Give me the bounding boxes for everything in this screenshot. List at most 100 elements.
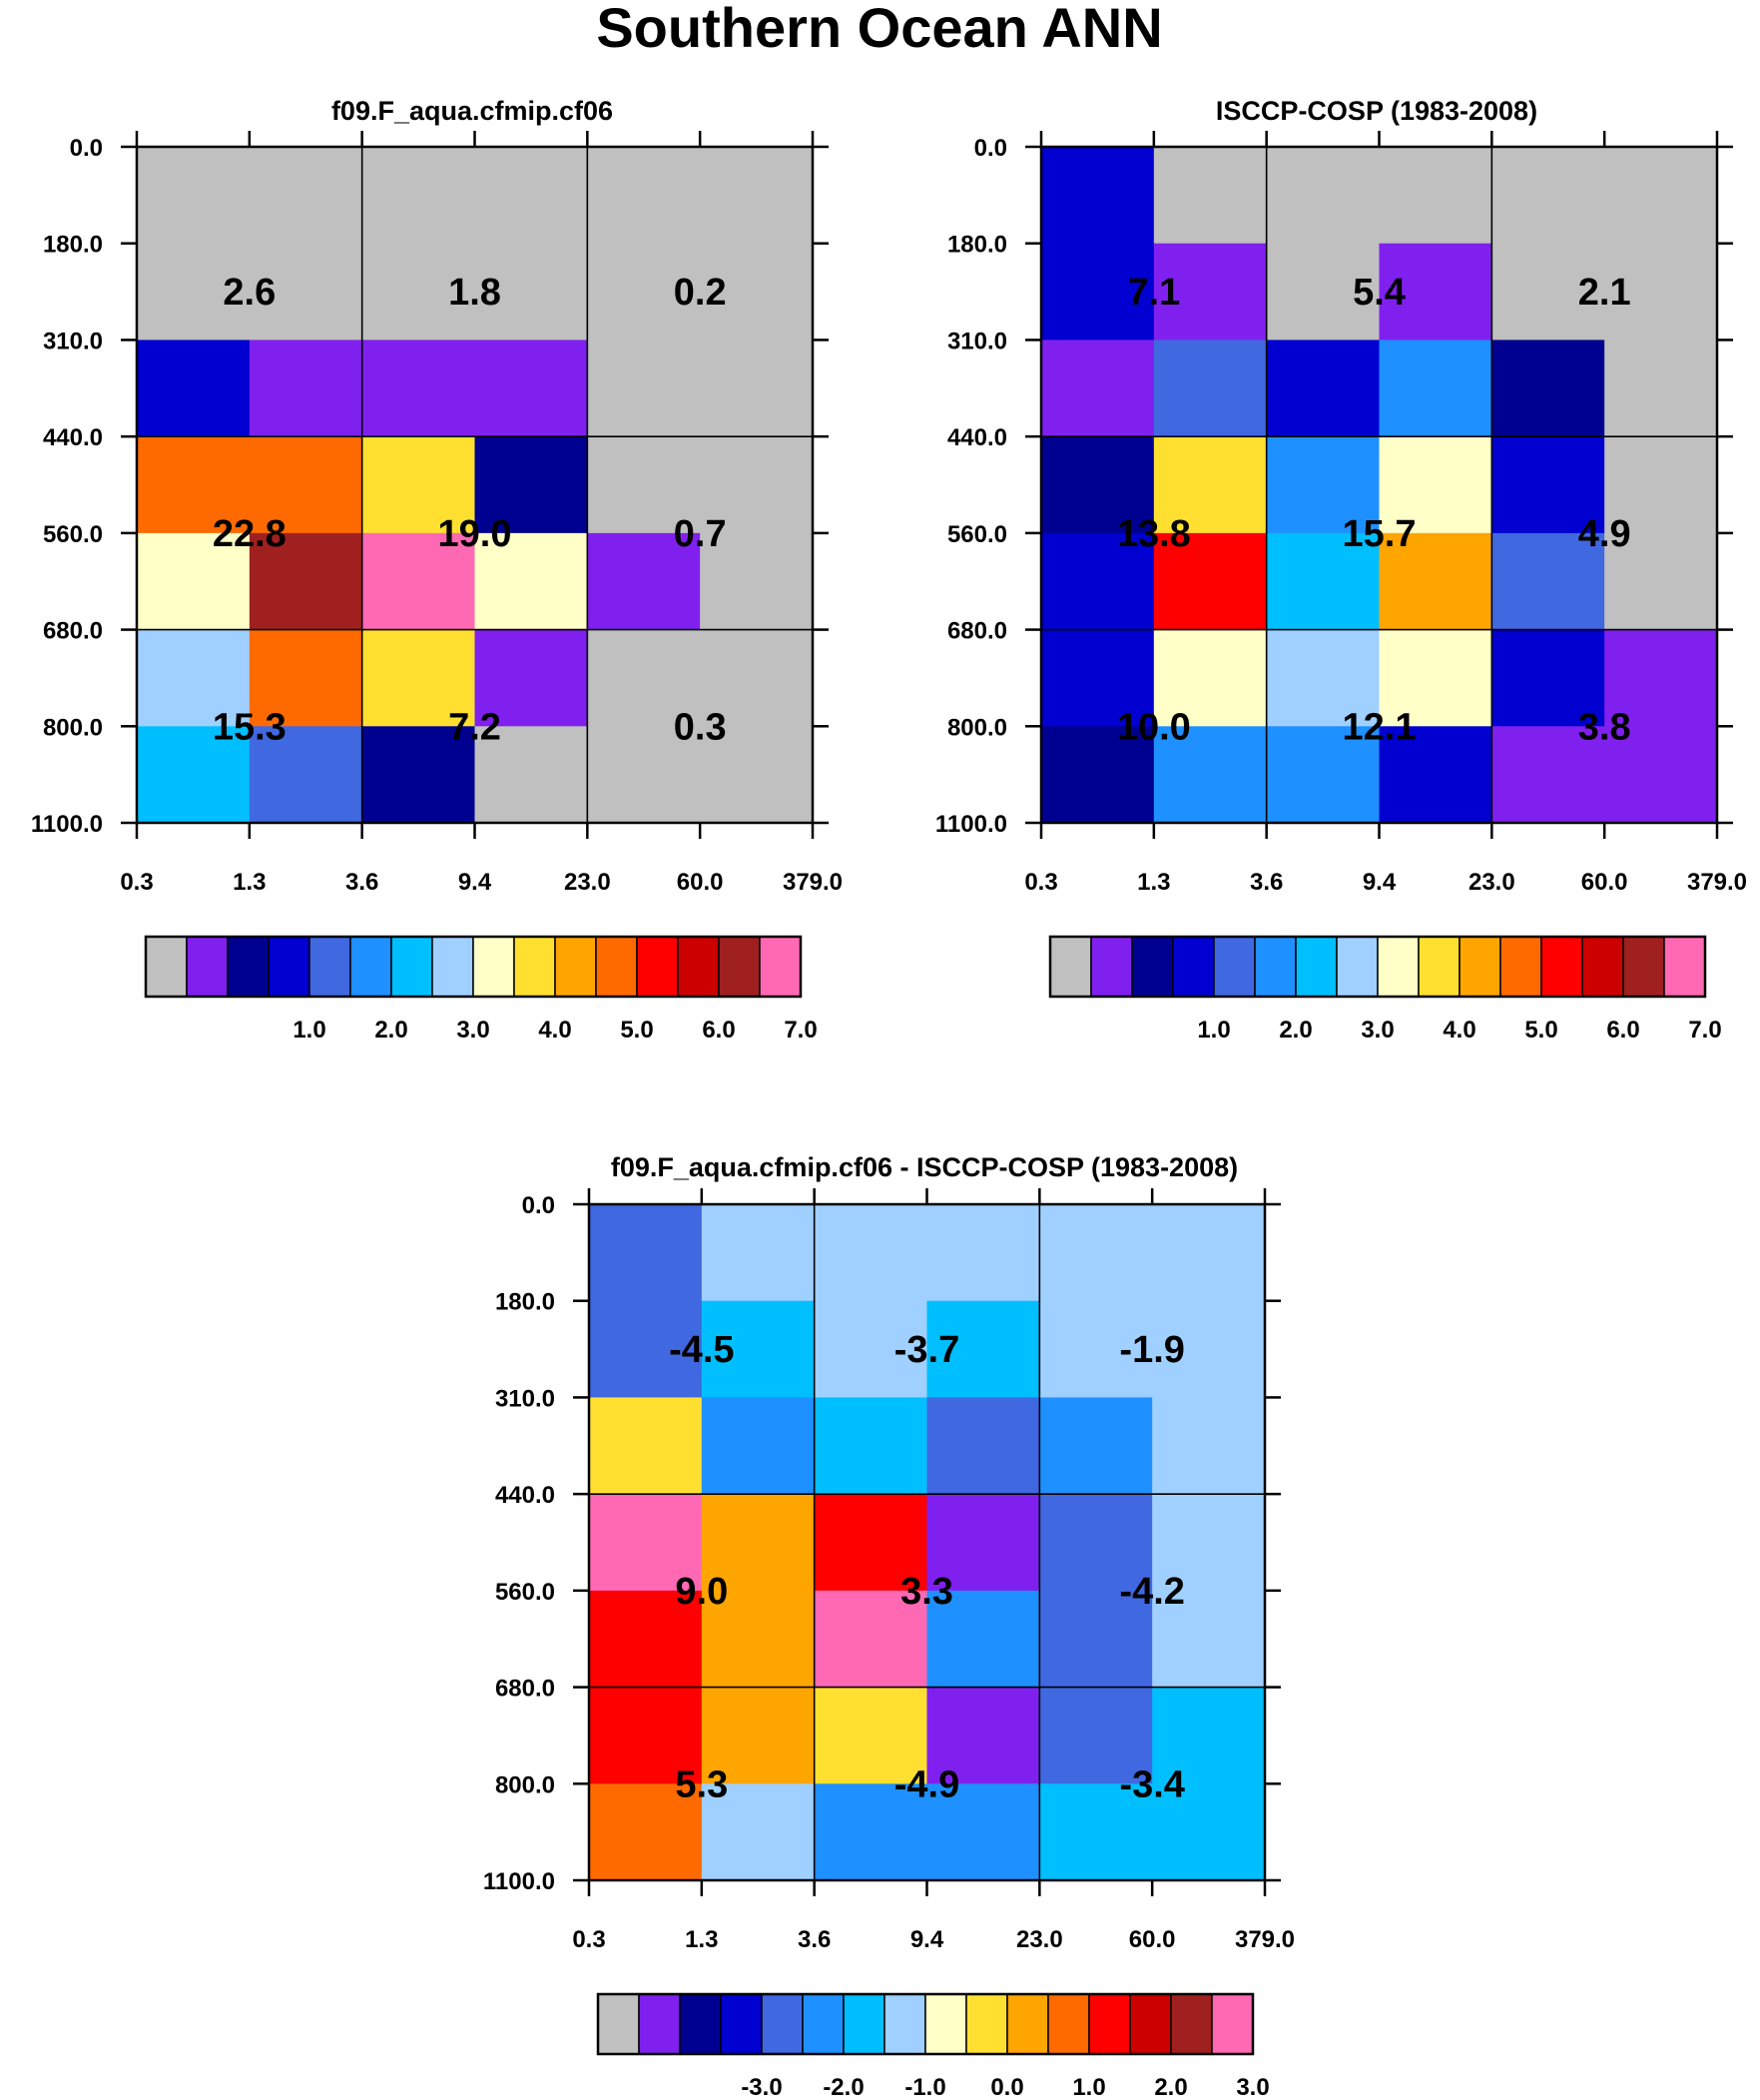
cell-model-r1-c1 [249, 243, 363, 342]
cell-diff-r4-c4 [1039, 1590, 1153, 1689]
colorbar-tick-label: 7.0 [784, 1017, 817, 1044]
cell-obs-r2-c2 [1266, 340, 1381, 437]
colorbar-tick-label: 0.0 [990, 2074, 1023, 2100]
box-value-label: -3.4 [1119, 1763, 1184, 1805]
colorbar-swatch [636, 936, 679, 998]
colorbar-swatch [883, 1993, 926, 2055]
x-tick-label: 0.3 [120, 869, 153, 896]
y-tick-label: 1100.0 [483, 1868, 555, 1895]
colorbar-tick-label: -2.0 [823, 2074, 864, 2100]
x-tick-label: 23.0 [1016, 1926, 1063, 1953]
cell-diff-r0-c3 [926, 1204, 1040, 1302]
cell-obs-r4-c4 [1491, 532, 1605, 631]
cell-diff-r4-c3 [926, 1590, 1040, 1689]
x-tick-label: 23.0 [564, 869, 611, 896]
cell-diff-r5-c2 [814, 1687, 928, 1784]
cell-model-r5-c1 [249, 629, 363, 727]
colorbar-swatch [1213, 936, 1256, 998]
colorbar-swatch [965, 1993, 1008, 2055]
cell-obs-r2-c3 [1379, 340, 1492, 437]
colorbar-swatch [1295, 936, 1338, 998]
y-tick-label: 440.0 [947, 424, 1007, 451]
cell-diff-r1-c3 [926, 1300, 1040, 1399]
colorbar-swatch [1049, 936, 1092, 998]
cell-obs-r0-c2 [1266, 147, 1381, 245]
cell-model-r3-c0 [137, 436, 251, 534]
colorbar-swatch [1088, 1993, 1131, 2055]
colorbar-tick-label: 3.0 [456, 1017, 489, 1044]
cell-model-r0-c0 [137, 147, 251, 245]
cell-diff-r6-c2 [814, 1783, 928, 1881]
colorbar-swatch [1211, 1993, 1254, 2055]
cell-model-r5-c5 [700, 629, 814, 727]
cell-model-r4-c3 [474, 532, 588, 631]
box-value-label: -3.7 [894, 1329, 959, 1371]
colorbar-swatch [1499, 936, 1542, 998]
cell-diff-r4-c1 [701, 1590, 816, 1689]
cell-obs-r6-c0 [1041, 726, 1155, 824]
colorbar-swatch [349, 936, 392, 998]
colorbar-swatch [638, 1993, 681, 2055]
cell-diff-r2-c3 [926, 1397, 1040, 1495]
cell-model-r6-c5 [700, 726, 814, 824]
colorbar-swatch [679, 1993, 722, 2055]
cell-obs-r1-c3 [1379, 243, 1492, 342]
cell-diff-r2-c2 [814, 1397, 928, 1495]
y-tick-label: 180.0 [947, 232, 1007, 259]
box-value-label: -4.9 [894, 1763, 959, 1805]
cell-obs-r3-c4 [1491, 436, 1605, 534]
colorbar-swatch [843, 1993, 885, 2055]
cell-model-r6-c0 [137, 726, 251, 824]
colorbar-frame [596, 1992, 1255, 2056]
colorbar-tick-label: 7.0 [1688, 1017, 1721, 1044]
cell-model-r3-c4 [587, 436, 701, 534]
colorbar-swatch [227, 936, 270, 998]
figure-title: Southern Ocean ANN [596, 0, 1162, 59]
cell-model-r6-c3 [474, 726, 588, 824]
y-tick-label: 560.0 [495, 1579, 555, 1606]
cell-obs-r4-c5 [1604, 532, 1718, 631]
x-tick-label: 1.3 [233, 869, 266, 896]
x-tick-label: 0.3 [572, 1926, 605, 1953]
cell-model-r6-c4 [587, 726, 701, 824]
box-value-label: -1.9 [1119, 1329, 1184, 1371]
cell-diff-r0-c5 [1152, 1204, 1266, 1302]
colorbar-tick-label: -1.0 [904, 2074, 945, 2100]
x-tick-label: 379.0 [1687, 869, 1747, 896]
colorbar-swatch [472, 936, 515, 998]
cell-diff-r3-c4 [1039, 1494, 1153, 1592]
box-value-label: 2.6 [223, 272, 276, 314]
cell-model-r0-c3 [474, 147, 588, 245]
box-value-label: 3.3 [900, 1571, 953, 1613]
box-value-label: 12.1 [1343, 706, 1417, 748]
cell-diff-r0-c1 [701, 1204, 816, 1302]
colorbar-swatch [802, 1993, 845, 2055]
cell-model-r2-c2 [361, 340, 476, 437]
box-value-label: 5.4 [1353, 272, 1406, 314]
cell-diff-r1-c2 [814, 1300, 928, 1399]
colorbar-swatch [1131, 936, 1174, 998]
colorbar-tick-label: 1.0 [1197, 1017, 1230, 1044]
x-tick-label: 9.4 [458, 869, 492, 896]
cell-obs-r5-c5 [1604, 629, 1718, 727]
y-tick-label: 560.0 [43, 521, 103, 548]
cell-obs-r4-c1 [1153, 532, 1268, 631]
cell-obs-r0-c1 [1153, 147, 1268, 245]
cell-obs-r1-c0 [1041, 243, 1155, 342]
cell-diff-r6-c4 [1039, 1783, 1153, 1881]
x-tick-label: 23.0 [1468, 869, 1515, 896]
colorbar-swatch [720, 1993, 763, 2055]
box-value-label: 4.9 [1578, 513, 1631, 555]
cell-model-r2-c3 [474, 340, 588, 437]
y-tick-label: 560.0 [947, 521, 1007, 548]
colorbar-tick-label: 6.0 [1606, 1017, 1639, 1044]
cell-diff-r5-c0 [589, 1687, 703, 1784]
panel-difference-title: f09.F_aqua.cfmip.cf06 - ISCCP-COSP (1983… [611, 1152, 1238, 1182]
cell-obs-r1-c1 [1153, 243, 1268, 342]
cell-obs-r6-c2 [1266, 726, 1381, 824]
box-value-label: 22.8 [213, 513, 287, 555]
colorbar-tick-label: 3.0 [1236, 2074, 1269, 2100]
cell-diff-r5-c4 [1039, 1687, 1153, 1784]
cell-model-r1-c3 [474, 243, 588, 342]
